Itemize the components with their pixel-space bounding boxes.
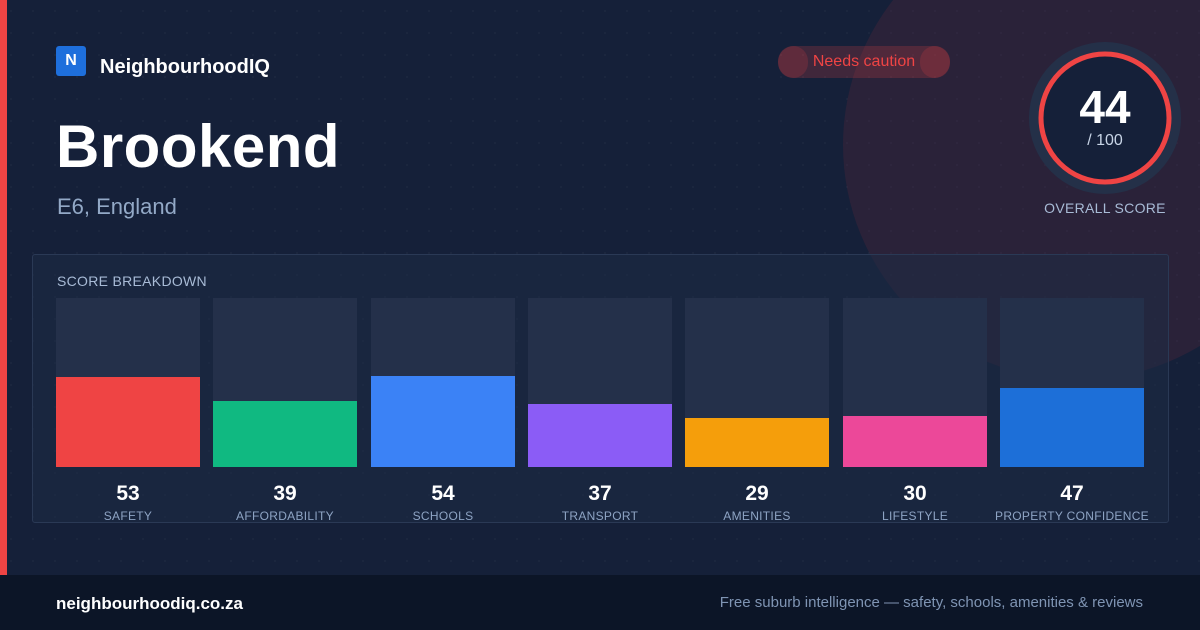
bar-track	[213, 298, 357, 467]
bar-fill	[528, 404, 672, 467]
status-badge-label: Needs caution	[812, 53, 916, 70]
bar-value: 37	[588, 482, 612, 505]
bar-fill	[843, 416, 987, 467]
bar-track	[685, 298, 829, 467]
bar-fill	[213, 401, 357, 467]
score-breakdown-panel: SCORE BREAKDOWN 53 SAFETY 39 AFFORDABILITY 5…	[32, 254, 1169, 523]
bar-fill	[371, 376, 515, 467]
overall-score-label: OVERALL SCORE	[1044, 200, 1166, 216]
bar-value: 29	[745, 482, 769, 505]
bar-track	[1000, 298, 1144, 467]
brand-name: NeighbourhoodIQ	[100, 56, 270, 78]
bar-label: AMENITIES	[723, 509, 791, 523]
bar-value: 47	[1060, 482, 1084, 505]
bar-value: 53	[116, 482, 140, 505]
bar-label: SAFETY	[103, 509, 153, 523]
bar-value: 30	[903, 482, 927, 505]
bar-fill	[685, 418, 829, 467]
accent-bar	[0, 0, 7, 575]
bar-label: AFFORDABILITY	[236, 509, 334, 523]
bar-fill	[1000, 388, 1144, 467]
footer-tagline: Free suburb intelligence — safety, schoo…	[719, 594, 1143, 611]
bar-track	[56, 298, 200, 467]
bar-value: 39	[273, 482, 297, 505]
bar-track	[371, 298, 515, 467]
bar-track	[528, 298, 672, 467]
bar-fill	[56, 377, 200, 467]
footer-url[interactable]: neighbourhoodiq.co.za	[56, 594, 243, 613]
bar-label: SCHOOLS	[412, 509, 474, 523]
logo-icon: N	[56, 46, 86, 76]
score-breakdown-title: SCORE BREAKDOWN	[57, 273, 207, 289]
score-ring-icon	[1038, 51, 1172, 185]
status-badge: Needs caution	[778, 46, 950, 78]
bar-label: PROPERTY CONFIDENCE	[995, 509, 1149, 523]
bar-value: 54	[431, 482, 455, 505]
overall-score-max: / 100	[1087, 132, 1123, 149]
bar-label: LIFESTYLE	[881, 509, 949, 523]
bar-label: TRANSPORT	[561, 509, 639, 523]
score-breakdown-bars: 53 SAFETY 39 AFFORDABILITY 54 SCHOOLS 37 TRANSP…	[33, 255, 1168, 523]
footer: neighbourhoodiq.co.za Free suburb intell…	[0, 575, 1200, 630]
suburb-location: E6, England	[57, 194, 177, 219]
suburb-title: Brookend	[56, 113, 341, 180]
bar-track	[843, 298, 987, 467]
overall-score-value: 44	[1079, 81, 1131, 133]
overall-score-ring: 44 / 100	[1029, 42, 1181, 194]
